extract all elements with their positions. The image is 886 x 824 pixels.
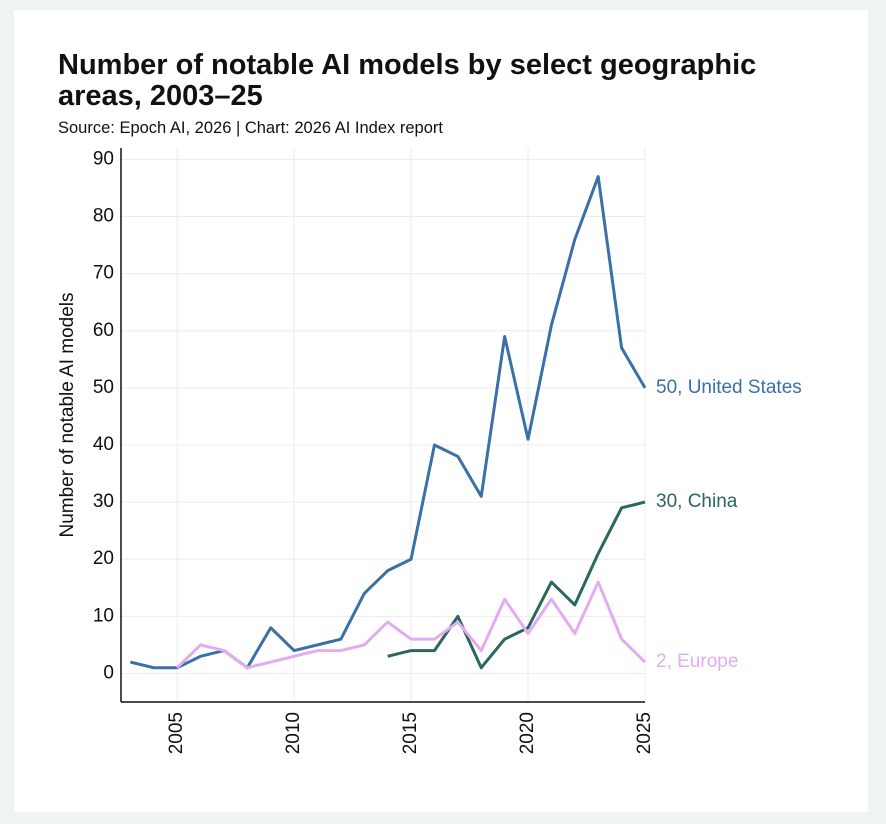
- x-tick-label: 2015: [400, 712, 421, 754]
- end-label: 2, Europe: [656, 651, 738, 672]
- series-line: [387, 500, 646, 670]
- chart-title: Number of notable AI models by select ge…: [58, 49, 757, 112]
- y-tick-label: 50: [93, 377, 114, 398]
- y-axis-label: Number of notable AI models: [57, 292, 78, 537]
- y-tick-label: 80: [93, 206, 114, 227]
- y-tick-label: 20: [93, 548, 114, 569]
- y-tick-label: 30: [93, 491, 114, 512]
- y-tick-label: 60: [93, 320, 114, 341]
- y-tick-label: 40: [93, 434, 114, 455]
- y-tick-label: 90: [93, 148, 114, 169]
- x-tick-label: 2010: [283, 712, 304, 754]
- end-label: 50, United States: [656, 377, 802, 398]
- x-tick-label: 2025: [634, 712, 655, 754]
- y-tick-label: 0: [103, 662, 114, 683]
- series-line: [130, 175, 647, 670]
- y-tick-label: 10: [93, 605, 114, 626]
- chart-subtitle: Source: Epoch AI, 2026 | Chart: 2026 AI …: [58, 119, 443, 137]
- end-label: 30, China: [656, 491, 738, 512]
- series-line: [176, 580, 647, 670]
- x-tick-label: 2020: [517, 712, 538, 754]
- y-tick-label: 70: [93, 263, 114, 284]
- x-tick-label: 2005: [166, 712, 187, 754]
- card: [14, 10, 868, 812]
